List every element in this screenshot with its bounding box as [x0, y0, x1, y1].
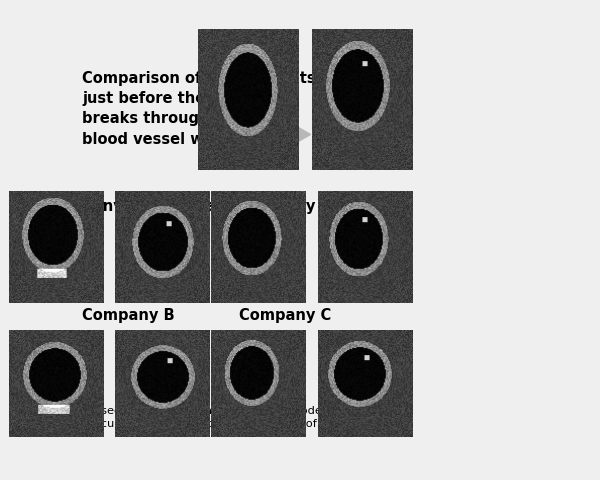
Text: [Based on Terumo’s data on ex-vivo model data
(documents were attached at the ti: [Based on Terumo’s data on ex-vivo model… [82, 405, 397, 428]
Text: Company C: Company C [239, 308, 331, 323]
Text: 3D-Shin: 3D-Shin [318, 72, 383, 87]
Polygon shape [214, 240, 228, 256]
Polygon shape [296, 126, 311, 143]
Text: Conventional needle: Conventional needle [82, 199, 252, 214]
Text: Company A: Company A [239, 199, 332, 214]
Text: Company B: Company B [82, 308, 175, 323]
Text: Comparison of five products
just before the needle tip
breaks through the
blood : Comparison of five products just before … [82, 71, 316, 147]
Polygon shape [214, 345, 228, 361]
Polygon shape [371, 240, 385, 256]
Polygon shape [371, 345, 385, 361]
